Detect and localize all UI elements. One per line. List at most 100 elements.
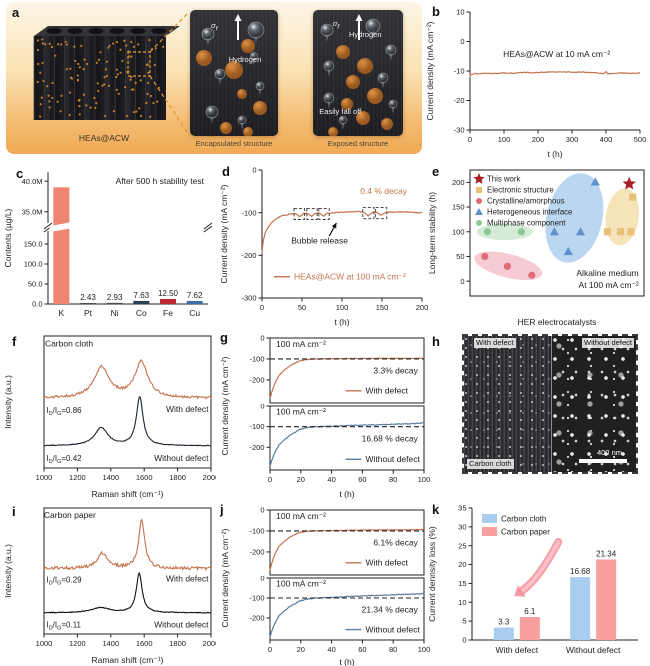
sigma-symbol: σ bbox=[332, 18, 338, 28]
catalyst-particle bbox=[381, 118, 393, 130]
catalyst-dot bbox=[51, 96, 54, 100]
legend-label: Carbon cloth bbox=[501, 515, 546, 524]
bubble-tail bbox=[252, 58, 256, 66]
catalyst-dot bbox=[40, 96, 43, 99]
hydrogen-label: Hydrogen bbox=[228, 55, 262, 65]
catalyst-dot bbox=[145, 63, 149, 67]
catalyst-dot bbox=[59, 110, 62, 113]
marker-triangle bbox=[475, 208, 483, 215]
y-tick-label: -10 bbox=[454, 67, 465, 76]
catalyst-dot bbox=[60, 94, 63, 97]
bubble-tail bbox=[327, 70, 331, 77]
annotation: 3.3% decay bbox=[373, 366, 418, 376]
raman-curve-with-defect bbox=[43, 518, 212, 572]
marker-triangle bbox=[590, 177, 600, 186]
x-tick-label: 0 bbox=[268, 645, 272, 654]
data-line-with-defect bbox=[269, 528, 425, 570]
catalyst-dot bbox=[68, 114, 71, 117]
bar-value-label: 7.62 bbox=[187, 291, 203, 300]
catalyst-dot bbox=[95, 61, 98, 64]
catalyst-dot bbox=[48, 100, 51, 103]
structure-fin bbox=[44, 36, 50, 120]
marker-circle bbox=[517, 228, 525, 236]
plot-frame bbox=[269, 405, 425, 471]
x-axis-label: Raman shift (cm⁻¹) bbox=[91, 655, 163, 665]
y-tick-label: -300 bbox=[241, 294, 256, 303]
catalyst-dot bbox=[42, 79, 45, 83]
catalyst-dot bbox=[129, 78, 132, 81]
y-tick-label: 100 bbox=[452, 227, 465, 236]
structure-hole bbox=[88, 28, 104, 34]
catalyst-dot bbox=[104, 68, 108, 71]
bar-value-label: 16.68 bbox=[570, 567, 591, 576]
structure-fin bbox=[155, 36, 161, 120]
x-tick-label: 150 bbox=[376, 303, 389, 312]
sem-with-defect-region bbox=[464, 336, 551, 472]
catalyst-particle bbox=[237, 89, 247, 99]
catalyst-dot bbox=[51, 81, 54, 85]
catalyst-particle bbox=[241, 39, 255, 53]
y-tick-label: 20 bbox=[458, 560, 466, 569]
x-category-label: Without defect bbox=[566, 645, 621, 655]
scale-bar bbox=[579, 459, 627, 463]
bar-value-label: 21.34 bbox=[596, 550, 617, 559]
dashed-annotation-box bbox=[318, 207, 330, 220]
catalyst-dot bbox=[149, 115, 152, 118]
x-tick-label: 50 bbox=[298, 303, 306, 312]
legend-label: Carbon paper bbox=[501, 528, 550, 537]
catalyst-dot bbox=[39, 103, 42, 106]
scale-bar-label: 400 nm bbox=[596, 448, 622, 457]
catalyst-dot bbox=[50, 45, 54, 49]
plot-frame bbox=[469, 169, 645, 297]
bubble-tail bbox=[381, 82, 385, 89]
catalyst-dot bbox=[121, 59, 124, 62]
structure-fin bbox=[105, 36, 111, 120]
y-axis-label: Current density (mA cm⁻²) bbox=[219, 184, 229, 283]
panel-d: d 0 50 100 150 200 0 -100 -200 -300 t (h) Current … bbox=[218, 162, 430, 328]
hydrogen-bubble bbox=[237, 115, 247, 125]
x-tick-label: 0 bbox=[268, 475, 272, 484]
annotation: Without defect bbox=[154, 619, 209, 629]
y-tick-label: -200 bbox=[249, 614, 264, 623]
bar-carbon-cloth-0 bbox=[493, 627, 514, 640]
current-density-loss-bar-chart: 0 5 10 15 20 25 30 35 Current dennsity loss (%) 3… bbox=[427, 504, 638, 655]
zoom-line-top bbox=[149, 11, 190, 53]
panel-letter-e: e bbox=[432, 164, 440, 179]
structure-top-face bbox=[34, 26, 180, 36]
x-tick-label: 400 bbox=[600, 135, 613, 144]
cluster-ellipse-multiphase bbox=[476, 223, 533, 241]
trend-arrow-head bbox=[514, 585, 526, 597]
catalyst-dot bbox=[54, 54, 57, 57]
catalyst-dot bbox=[146, 81, 150, 85]
y-tick-label: 0 bbox=[260, 404, 264, 411]
x-tick-label: 1000 bbox=[36, 639, 53, 648]
x-tick-label: 1400 bbox=[102, 473, 119, 482]
annotation: 100 mA cm⁻² bbox=[276, 511, 326, 521]
catalyst-dot bbox=[105, 60, 108, 63]
catalyst-dot bbox=[73, 45, 76, 48]
structure-fin bbox=[94, 36, 101, 120]
y-tick-label: 0 bbox=[252, 166, 256, 175]
structure-hole bbox=[46, 28, 62, 34]
catalyst-dot bbox=[76, 78, 80, 82]
x-axis-label: Raman shift (cm⁻¹) bbox=[91, 489, 163, 499]
y-tick-label: -100 bbox=[241, 208, 256, 217]
catalyst-dot bbox=[97, 89, 100, 93]
hydrogen-bubble bbox=[247, 21, 265, 39]
x-tick-label: 1600 bbox=[136, 473, 153, 482]
marker-triangle bbox=[563, 246, 573, 256]
bar-carbon-cloth-1 bbox=[570, 577, 591, 640]
marker-triangle bbox=[575, 227, 586, 236]
marker-circle bbox=[476, 220, 482, 226]
panel-letter-h: h bbox=[432, 334, 440, 349]
bubble-tail bbox=[240, 123, 244, 130]
y-axis-label: Intensity (a.u.) bbox=[3, 544, 13, 598]
catalyst-dot bbox=[82, 67, 85, 71]
exposed-inset-art bbox=[320, 14, 398, 136]
annotation: HEAs@ACW at 10 mA cm⁻² bbox=[503, 49, 610, 59]
catalyst-dot bbox=[112, 110, 116, 113]
x-axis-label: HER electrocatalysts bbox=[518, 317, 597, 327]
